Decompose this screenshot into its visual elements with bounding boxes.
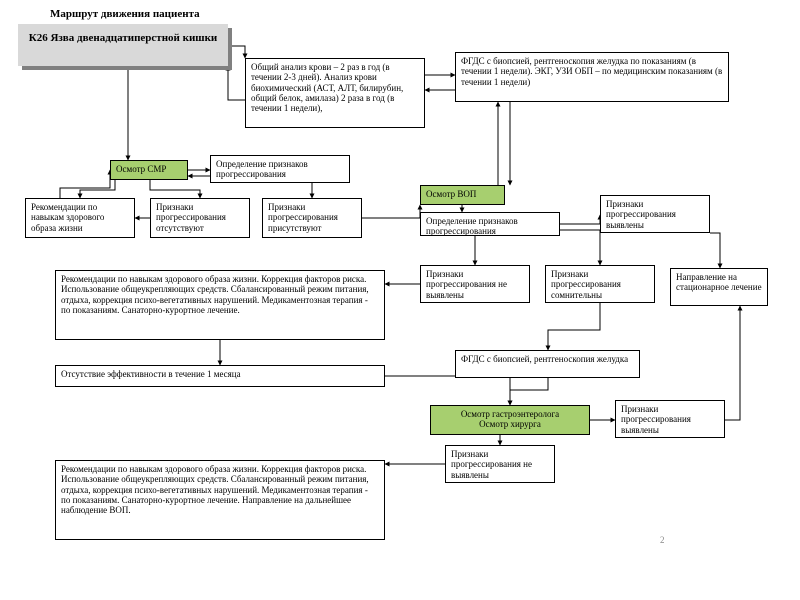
signs-not-detected: Признаки прогрессирования не выявлены <box>420 265 530 303</box>
lab-tests-1: Общий анализ крови – 2 раз в год (в тече… <box>245 58 425 128</box>
signs-detected-2: Признаки прогрессирования выявлены <box>615 400 725 438</box>
recommendations-2: Рекомендации по навыкам здорового образа… <box>55 460 385 540</box>
flowchart-canvas: Маршрут движения пациента К26 Язва двена… <box>0 0 800 600</box>
exam-smr: Осмотр СМР <box>110 160 188 180</box>
signs-doubtful: Признаки прогрессирования сомнительны <box>545 265 655 303</box>
exam-vop: Осмотр ВОП <box>420 185 505 205</box>
lab-tests-2: ФГДС с биопсией, рентгеноскопия желудка … <box>455 52 729 102</box>
healthy-lifestyle-rec: Рекомендации по навыкам здорового образа… <box>25 198 135 238</box>
signs-present: Признаки прогрессирования присутствуют <box>262 198 362 238</box>
determine-signs-2: Определение признаков прогрессирования <box>420 212 560 236</box>
signs-not-detected-2: Признаки прогрессирования не выявлены <box>445 445 555 483</box>
determine-signs-1: Определение признаков прогрессирования <box>210 155 350 183</box>
signs-absent: Признаки прогрессирования отсутствуют <box>150 198 250 238</box>
exam-gastro: Осмотр гастроэнтеролога Осмотр хирурга <box>430 405 590 435</box>
no-effect: Отсутствие эффективности в течение 1 мес… <box>55 365 385 387</box>
stationary-treatment: Направление на стационарное лечение <box>670 268 768 306</box>
recommendations-1: Рекомендации по навыкам здорового образа… <box>55 270 385 340</box>
header-node: К26 Язва двенадцатиперстной кишки <box>18 24 228 66</box>
diagram-title: Маршрут движения пациента <box>50 8 300 22</box>
page-number: 2 <box>660 535 680 547</box>
fgds-repeat: ФГДС с биопсией, рентгеноскопия желудка <box>455 350 640 378</box>
signs-detected: Признаки прогрессирования выявлены <box>600 195 710 233</box>
